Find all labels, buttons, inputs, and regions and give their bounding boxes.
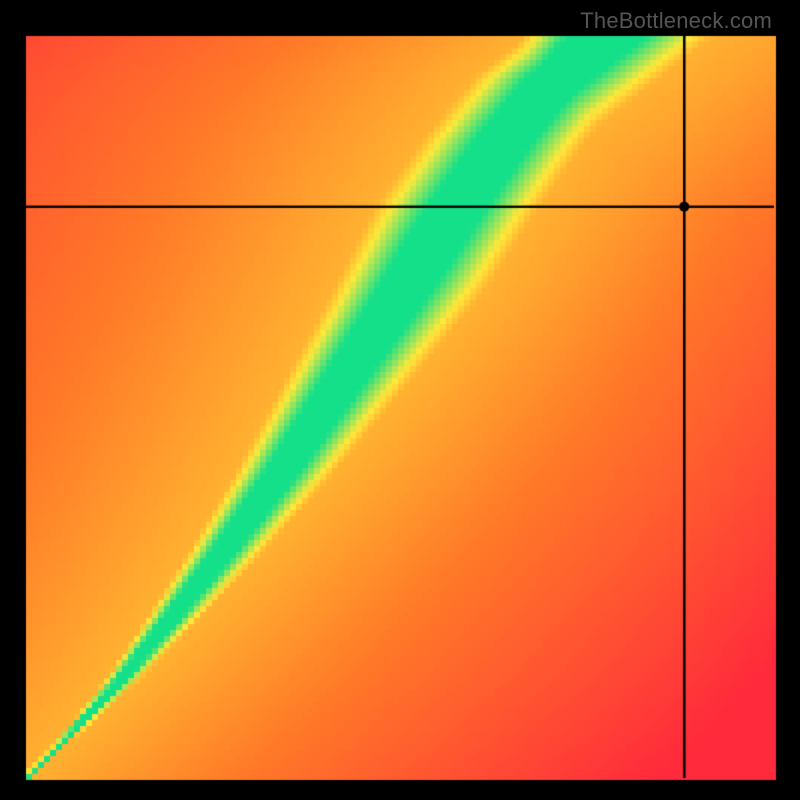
heatmap-canvas	[0, 0, 800, 800]
watermark-text: TheBottleneck.com	[580, 8, 772, 34]
root: TheBottleneck.com	[0, 0, 800, 800]
